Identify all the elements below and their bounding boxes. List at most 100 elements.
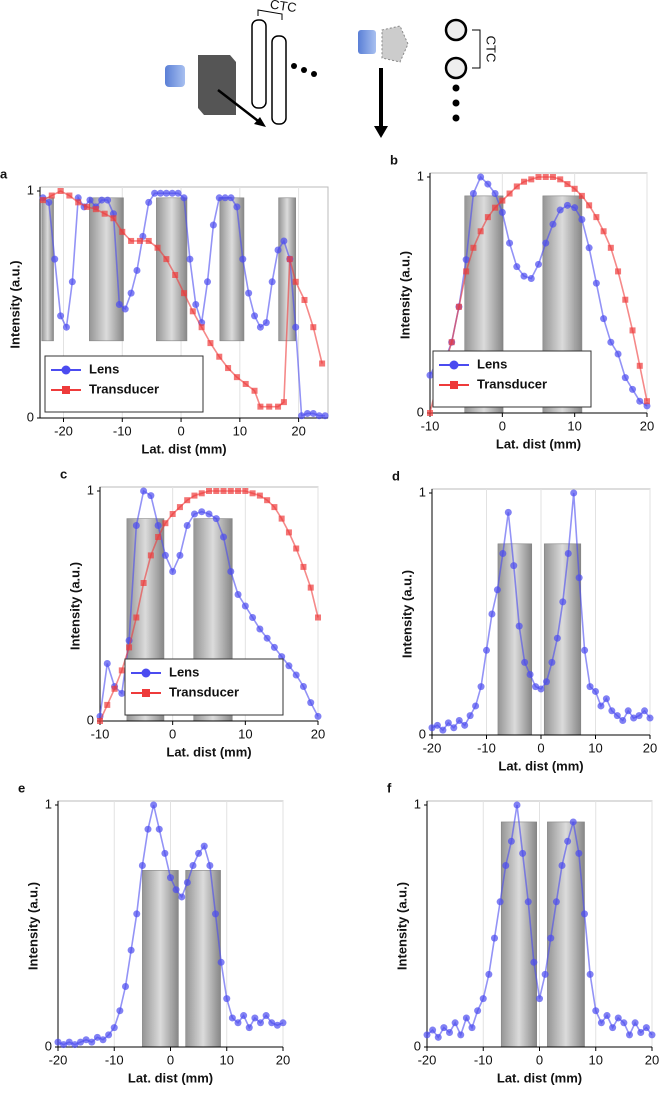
marker: [241, 602, 249, 610]
marker: [496, 898, 504, 906]
marker: [195, 849, 203, 857]
x-tick-label: 10: [238, 726, 252, 741]
marker: [88, 1038, 96, 1046]
x-tick-label: 20: [311, 726, 325, 741]
marker: [607, 244, 614, 251]
x-tick-label: 10: [220, 1052, 234, 1067]
marker: [597, 702, 605, 710]
bracket: [257, 9, 283, 20]
marker: [256, 323, 264, 331]
marker: [462, 1014, 470, 1022]
marker: [535, 174, 542, 180]
marker: [103, 660, 111, 667]
x-tick-label: -20: [423, 740, 442, 755]
marker: [233, 374, 240, 381]
marker: [198, 508, 206, 516]
marker: [642, 1024, 650, 1032]
marker: [314, 712, 322, 720]
marker: [619, 716, 627, 724]
marker: [298, 412, 306, 420]
y-tick-label: 0: [27, 409, 34, 424]
marker: [110, 215, 117, 222]
legend-box: [124, 658, 284, 716]
marker: [440, 1024, 448, 1032]
marker: [274, 246, 282, 254]
legend-marker: [141, 668, 151, 678]
x-tick-label: 20: [643, 740, 657, 755]
marker: [578, 192, 585, 199]
lens-icon: [165, 65, 185, 87]
marker: [499, 550, 507, 557]
marker: [161, 849, 169, 857]
marker: [92, 206, 99, 213]
x-tick-label: -10: [421, 418, 440, 433]
marker: [603, 1012, 611, 1020]
marker: [549, 220, 557, 228]
marker: [299, 683, 307, 690]
legend-marker: [450, 381, 458, 389]
marker: [319, 360, 326, 367]
x-tick-label: 20: [276, 1052, 290, 1067]
lens-shape: [381, 25, 409, 63]
marker: [434, 1033, 442, 1041]
marker: [468, 1024, 476, 1032]
marker: [62, 323, 70, 331]
x-tick-label: 10: [588, 740, 602, 755]
marker: [641, 707, 649, 715]
marker: [122, 983, 129, 990]
marker: [216, 353, 223, 360]
marker: [205, 510, 213, 518]
marker: [571, 204, 579, 212]
marker: [575, 849, 583, 857]
marker: [542, 239, 550, 247]
marker: [264, 497, 271, 504]
marker: [292, 323, 300, 331]
marker: [506, 239, 514, 247]
marker: [161, 551, 169, 559]
marker: [132, 522, 140, 529]
dot: [311, 71, 317, 77]
marker: [98, 196, 106, 204]
marker: [629, 327, 636, 334]
marker: [564, 837, 572, 845]
marker: [118, 689, 126, 697]
marker: [239, 255, 247, 263]
marker: [176, 504, 183, 511]
marker: [469, 190, 477, 198]
marker: [513, 183, 520, 190]
marker: [65, 1038, 73, 1046]
marker: [615, 268, 622, 275]
x-tick-label: -10: [474, 1052, 493, 1067]
marker: [614, 350, 622, 358]
y-tick-label: 1: [414, 796, 421, 811]
marker: [547, 934, 555, 942]
marker: [524, 898, 532, 906]
x-axis-label: Lat. dist (mm): [166, 744, 251, 759]
x-tick-label: 20: [640, 418, 654, 433]
lens-icon: [358, 30, 376, 54]
marker: [542, 678, 550, 686]
marker: [556, 206, 564, 214]
ctc-label: CTC: [484, 36, 499, 63]
marker: [150, 801, 158, 809]
marker: [307, 584, 314, 591]
marker: [111, 685, 118, 692]
panel: -20 -10 0 10 20 0 1 Lat. dist (mm) Intensity (a.…: [18, 780, 290, 1085]
marker: [240, 1012, 248, 1020]
marker: [292, 671, 300, 679]
marker: [234, 591, 242, 598]
x-tick-label: 20: [291, 423, 305, 438]
ctc-band: [185, 870, 221, 1048]
marker: [479, 995, 487, 1003]
marker: [220, 533, 228, 541]
marker: [156, 189, 164, 197]
marker: [586, 202, 593, 209]
marker: [48, 192, 55, 199]
marker: [93, 1033, 101, 1041]
marker: [198, 324, 205, 331]
marker: [536, 995, 543, 1003]
marker: [483, 646, 490, 654]
marker: [242, 488, 249, 494]
marker: [68, 278, 76, 286]
